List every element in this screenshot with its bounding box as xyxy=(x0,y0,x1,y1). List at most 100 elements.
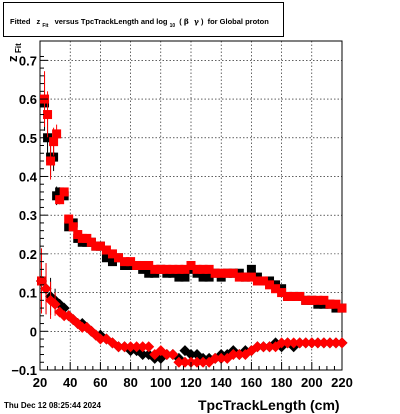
data-point xyxy=(252,276,262,286)
data-point xyxy=(180,264,190,274)
data-point xyxy=(336,337,348,349)
data-point xyxy=(91,241,101,251)
data-point xyxy=(167,349,179,361)
data-point xyxy=(150,264,160,274)
data-point xyxy=(52,129,62,139)
data-point xyxy=(101,253,111,263)
data-point xyxy=(282,337,294,349)
data-point xyxy=(306,337,318,349)
data-point xyxy=(132,260,142,270)
data-point xyxy=(246,272,256,282)
data-point xyxy=(324,337,336,349)
data-point xyxy=(58,302,70,314)
y-tick-label: 0.6 xyxy=(19,92,37,107)
title-beta: β xyxy=(184,17,189,26)
data-point xyxy=(180,272,190,282)
title-log-sub: 10 xyxy=(170,23,176,29)
title-middle: versus TpcTrackLength and log xyxy=(55,17,168,26)
data-point xyxy=(209,352,221,364)
chart-title-box: Fitted z Fit versus TpcTrackLength and l… xyxy=(3,2,284,37)
data-point xyxy=(191,356,203,368)
x-tick-label: 80 xyxy=(123,375,137,390)
data-point xyxy=(168,264,178,274)
data-point xyxy=(227,349,239,361)
x-tick-label: 140 xyxy=(210,375,232,390)
data-point xyxy=(185,349,197,361)
data-point xyxy=(198,264,208,274)
y-tick-label: 0.7 xyxy=(19,53,37,68)
data-point xyxy=(210,268,220,278)
data-point xyxy=(301,295,311,305)
data-point xyxy=(215,352,227,364)
data-point xyxy=(55,187,65,197)
data-point xyxy=(161,349,173,361)
data-point xyxy=(86,237,96,247)
data-point xyxy=(240,272,250,282)
data-point xyxy=(265,280,275,290)
x-tick-label: 200 xyxy=(301,375,323,390)
data-point xyxy=(94,333,106,345)
data-point xyxy=(331,299,341,309)
y-tick-label: 0.1 xyxy=(19,286,37,301)
data-point xyxy=(276,337,288,349)
data-point xyxy=(318,337,330,349)
data-point xyxy=(234,272,244,282)
y-axis-label: z xyxy=(5,55,20,62)
data-point xyxy=(125,341,137,353)
x-tick-label: 180 xyxy=(271,375,293,390)
title-prefix: Fitted xyxy=(10,17,31,26)
x-tick-label: 160 xyxy=(241,375,263,390)
y-tick-label: 0.2 xyxy=(19,247,37,262)
data-point xyxy=(101,245,111,255)
data-point xyxy=(36,275,48,287)
data-point xyxy=(64,222,74,232)
data-point xyxy=(144,260,154,270)
title-paren-open: ( xyxy=(179,17,182,26)
data-point xyxy=(312,337,324,349)
x-tick-label: 60 xyxy=(93,375,107,390)
data-point xyxy=(131,341,143,353)
data-point xyxy=(192,264,202,274)
data-point xyxy=(143,341,155,353)
y-tick-label: 0.5 xyxy=(19,131,37,146)
data-point xyxy=(313,295,323,305)
data-point xyxy=(55,195,65,205)
data-point xyxy=(257,341,269,353)
data-point xyxy=(46,156,56,166)
data-point xyxy=(233,349,245,361)
data-point xyxy=(173,356,185,368)
x-tick-label: 220 xyxy=(331,375,353,390)
data-point xyxy=(271,284,281,294)
data-point xyxy=(186,260,196,270)
svg-text:Fitted z Fit: Fitted z Fit versus TpcTrackLength and l… xyxy=(10,17,269,29)
title-z-sub: Fit xyxy=(42,23,48,29)
data-point xyxy=(59,187,69,197)
data-point xyxy=(264,341,276,353)
data-point xyxy=(288,337,300,349)
data-point xyxy=(49,298,61,310)
data-point xyxy=(300,337,312,349)
data-point xyxy=(204,264,214,274)
series-1-square xyxy=(37,71,347,314)
data-point xyxy=(119,341,131,353)
y-tick-label: 0.4 xyxy=(19,169,38,184)
data-point xyxy=(294,337,306,349)
data-point xyxy=(77,233,87,243)
data-point xyxy=(138,260,148,270)
data-point xyxy=(107,249,117,259)
x-axis-label: TpcTrackLength (cm) xyxy=(198,397,340,413)
data-point xyxy=(49,137,59,147)
data-point xyxy=(258,276,268,286)
data-point xyxy=(73,230,83,240)
data-point xyxy=(156,264,166,274)
footer-datetime: Thu Dec 12 08:25:44 2024 xyxy=(4,401,101,410)
data-point xyxy=(330,337,342,349)
y-tick-label: −0.1 xyxy=(11,363,37,378)
title-suffix: for Global proton xyxy=(208,17,270,26)
data-point xyxy=(137,341,149,353)
y-tick-label: 0.3 xyxy=(19,208,37,223)
data-point xyxy=(107,257,117,267)
data-point xyxy=(64,214,74,224)
title-paren-close: ) xyxy=(201,17,204,26)
axes: 20 40 60 80 100 120 140 160 180 200 220 −0.1 0 0.1 0.2… xyxy=(11,53,353,390)
